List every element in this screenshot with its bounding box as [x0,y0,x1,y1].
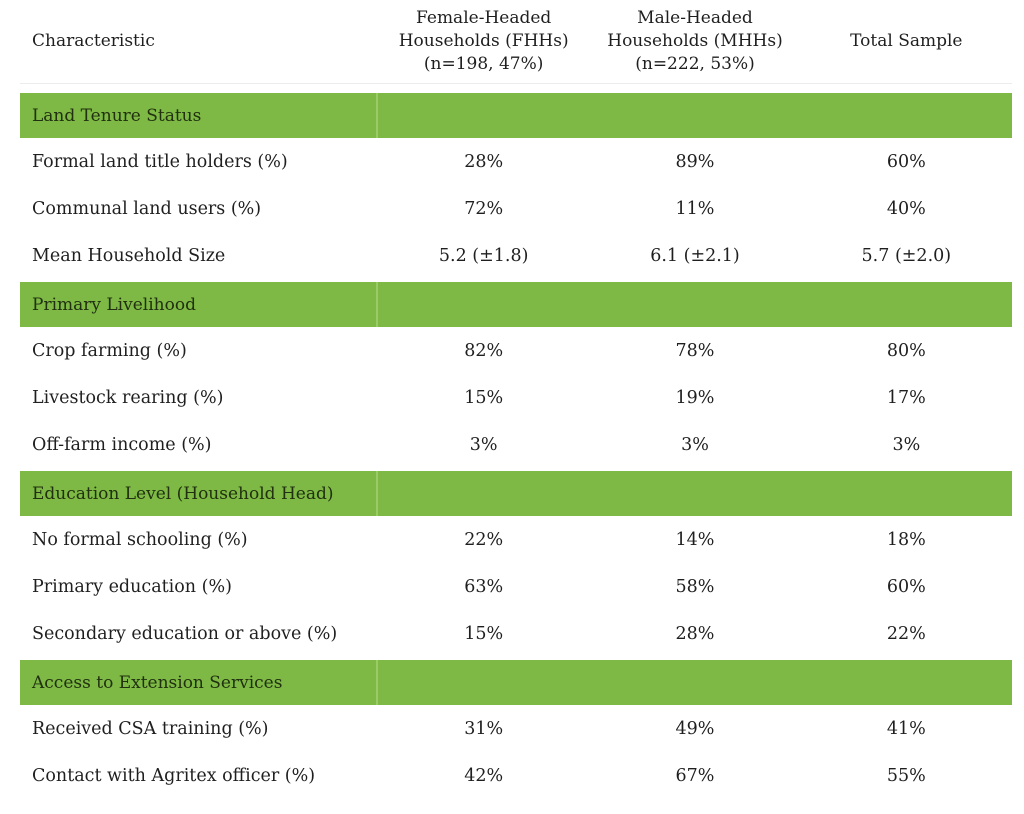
row-value-mhh: 19% [675,387,715,408]
row-label: Livestock rearing (%) [32,387,224,408]
row-value-total: 80% [886,340,926,361]
section-header-primary-livelihood: Primary Livelihood [20,282,1012,327]
row-value-fhh: 22% [464,529,504,550]
row-value-mhh: 3% [681,434,709,455]
row-label: Formal land title holders (%) [32,151,288,172]
row-value-fhh: 42% [464,765,504,786]
table-row: Primary education (%) 63% 58% 60% [20,563,1012,610]
row-value-mhh: 49% [675,718,715,739]
row-value-total: 40% [886,198,926,219]
row-value-fhh: 28% [464,151,504,172]
row-value-fhh: 5.2 (±1.8) [438,245,529,266]
section-header-education-level: Education Level (Household Head) [20,471,1012,516]
column-header-characteristic: Characteristic [32,31,155,51]
table-row: Livestock rearing (%) 15% 19% 17% [20,374,1012,421]
row-value-fhh: 82% [464,340,504,361]
row-label: Crop farming (%) [32,340,187,361]
row-value-fhh: 15% [464,387,504,408]
row-value-fhh: 31% [464,718,504,739]
row-value-fhh: 63% [464,576,504,597]
table-row: No formal schooling (%) 22% 14% 18% [20,516,1012,563]
row-label: Received CSA training (%) [32,718,269,739]
row-value-total: 18% [886,529,926,550]
row-value-total: 17% [886,387,926,408]
table-row: Mean Household Size 5.2 (±1.8) 6.1 (±2.1… [20,232,1012,279]
row-value-mhh: 28% [675,623,715,644]
table-header-row: Characteristic Female-Headed Households … [20,0,1012,84]
table-row: Received CSA training (%) 31% 49% 41% [20,705,1012,752]
row-value-total: 60% [886,151,926,172]
row-value-mhh: 14% [675,529,715,550]
table-row: Off-farm income (%) 3% 3% 3% [20,421,1012,468]
row-label: Off-farm income (%) [32,434,212,455]
row-value-mhh: 89% [675,151,715,172]
table-row: Communal land users (%) 72% 11% 40% [20,185,1012,232]
row-value-mhh: 11% [675,198,715,219]
row-value-fhh: 15% [464,623,504,644]
column-header-mhh: Male-Headed Households (MHHs) (n=222, 53… [607,8,783,74]
row-value-total: 22% [886,623,926,644]
household-characteristics-table: Characteristic Female-Headed Households … [20,0,1012,799]
section-band-filler [378,660,1012,705]
row-value-mhh: 58% [675,576,715,597]
section-header-access-extension-services: Access to Extension Services [20,660,1012,705]
row-value-mhh: 6.1 (±2.1) [650,245,740,266]
column-header-fhh: Female-Headed Households (FHHs) (n=198, … [398,8,569,74]
table-row: Secondary education or above (%) 15% 28%… [20,610,1012,657]
row-value-mhh: 67% [675,765,715,786]
section-header-land-tenure-status: Land Tenure Status [20,93,1012,138]
column-header-total-sample: Total Sample [850,31,963,51]
table-row: Formal land title holders (%) 28% 89% 60… [20,138,1012,185]
section-title: Access to Extension Services [20,660,378,705]
table-row: Contact with Agritex officer (%) 42% 67%… [20,752,1012,799]
row-value-fhh: 72% [464,198,504,219]
row-label: No formal schooling (%) [32,529,248,550]
section-title: Land Tenure Status [20,93,378,138]
table-row: Crop farming (%) 82% 78% 80% [20,327,1012,374]
section-title: Primary Livelihood [20,282,378,327]
row-label: Secondary education or above (%) [32,623,338,644]
section-title: Education Level (Household Head) [20,471,378,516]
row-label: Mean Household Size [32,245,226,266]
row-label: Primary education (%) [32,576,232,597]
row-value-total: 55% [886,765,926,786]
section-band-filler [378,282,1012,327]
row-value-fhh: 3% [469,434,498,455]
row-value-total: 5.7 (±2.0) [861,245,952,266]
row-label: Communal land users (%) [32,198,262,219]
row-label: Contact with Agritex officer (%) [32,765,316,786]
row-value-total: 60% [886,576,926,597]
row-value-total: 41% [886,718,926,739]
section-band-filler [378,93,1012,138]
row-value-mhh: 78% [675,340,715,361]
row-value-total: 3% [892,434,921,455]
section-band-filler [378,471,1012,516]
